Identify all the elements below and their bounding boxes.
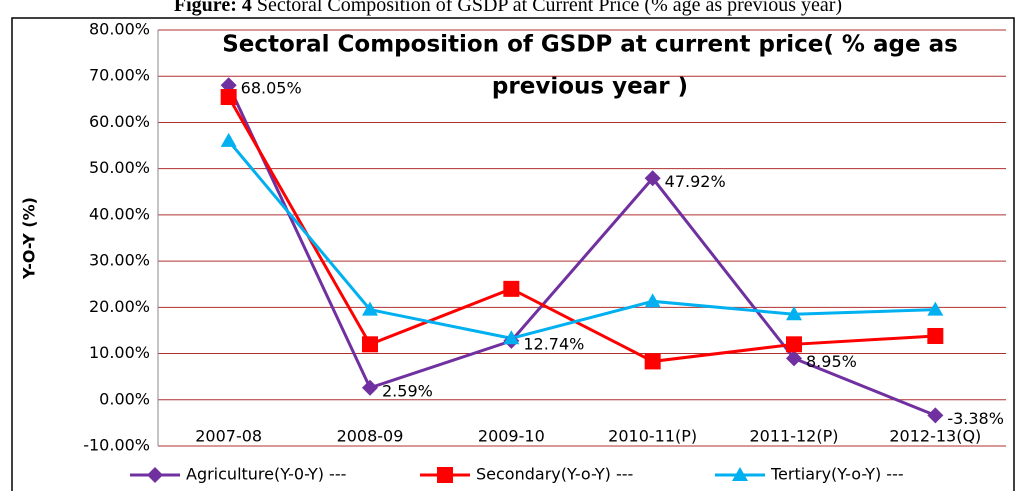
data-label: -3.38% (947, 409, 1004, 428)
marker (147, 467, 163, 483)
marker (220, 89, 237, 106)
marker (220, 132, 237, 147)
data-label: 47.92% (665, 172, 726, 191)
y-tick-label: 70.00% (89, 66, 150, 85)
x-tick-label: 2012-13(Q) (889, 427, 981, 446)
x-tick-label: 2007-08 (195, 427, 262, 446)
marker (927, 327, 944, 344)
figure-label: Figure: 4 (174, 0, 252, 16)
marker (786, 306, 802, 321)
x-tick-label: 2011-12(P) (750, 427, 839, 446)
marker (927, 301, 944, 316)
legend-label: Tertiary(Y-o-Y) --- (770, 465, 904, 484)
y-tick-label: 60.00% (89, 112, 150, 131)
marker (786, 350, 802, 367)
marker (644, 293, 661, 308)
marker (786, 336, 802, 353)
marker (437, 467, 453, 483)
marker (503, 280, 520, 297)
marker (362, 336, 378, 353)
marker (362, 301, 378, 316)
marker (644, 353, 661, 370)
y-tick-label: 80.00% (89, 20, 150, 39)
y-axis-label: Y-O-Y (%) (20, 197, 39, 280)
figure-caption: Figure: 4 Sectoral Composition of GSDP a… (174, 0, 842, 16)
marker (732, 467, 748, 481)
series-line (227, 96, 936, 363)
y-tick-label: -10.00% (83, 436, 150, 455)
y-tick-label: 40.00% (89, 204, 150, 223)
chart-title-line: Sectoral Composition of GSDP at current … (222, 32, 958, 58)
marker (927, 407, 944, 424)
x-tick-label: 2010-11(P) (608, 427, 697, 446)
x-tick-label: 2009-10 (478, 427, 545, 446)
y-tick-label: 20.00% (89, 297, 150, 316)
marker (644, 170, 661, 187)
y-tick-label: 0.00% (99, 389, 150, 408)
y-tick-label: 30.00% (89, 251, 150, 270)
legend-label: Agriculture(Y-0-Y) --- (186, 465, 346, 484)
data-label: 8.95% (806, 352, 857, 371)
caption-text: Sectoral Composition of GSDP at Current … (257, 0, 842, 16)
series-line (227, 84, 936, 417)
chart-title-line: previous year ) (492, 74, 688, 100)
legend-label: Secondary(Y-o-Y) --- (476, 465, 633, 484)
data-label: 68.05% (241, 79, 302, 98)
marker (503, 330, 520, 345)
marker (362, 379, 378, 396)
series-line (227, 139, 936, 340)
y-tick-label: 50.00% (89, 158, 150, 177)
data-label: 2.59% (382, 381, 433, 400)
y-tick-label: 10.00% (89, 343, 150, 362)
data-label: 12.74% (523, 334, 584, 353)
x-tick-label: 2008-09 (337, 427, 404, 446)
chart-frame (11, 17, 1015, 491)
